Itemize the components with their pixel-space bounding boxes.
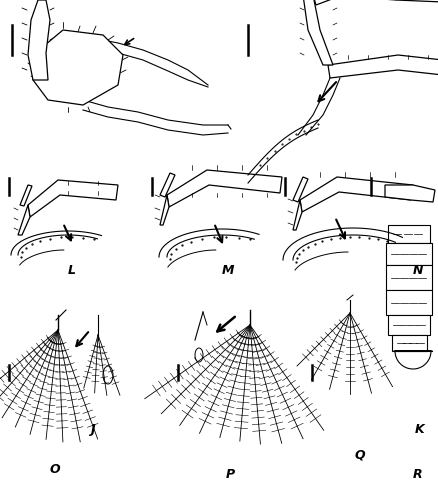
Polygon shape [384, 185, 434, 202]
Bar [391, 335, 426, 351]
Text: J: J [89, 424, 94, 436]
Polygon shape [20, 185, 32, 206]
Bar [385, 243, 431, 265]
Text: M: M [221, 264, 234, 276]
Text: O: O [49, 464, 60, 476]
Polygon shape [302, 0, 332, 65]
Ellipse shape [103, 366, 113, 384]
Text: Q: Q [354, 448, 364, 462]
Polygon shape [292, 200, 301, 230]
Polygon shape [312, 0, 397, 5]
Polygon shape [395, 0, 438, 2]
Polygon shape [28, 0, 50, 80]
Text: R: R [412, 468, 422, 481]
Text: L: L [68, 264, 76, 276]
Text: P: P [225, 468, 234, 481]
Polygon shape [292, 177, 307, 202]
Polygon shape [33, 30, 123, 105]
Polygon shape [159, 195, 169, 225]
Bar [385, 265, 431, 290]
Polygon shape [166, 170, 281, 207]
Text: K: K [414, 424, 424, 436]
Bar [385, 290, 431, 315]
Polygon shape [28, 180, 118, 217]
Ellipse shape [194, 348, 202, 362]
Polygon shape [159, 173, 175, 197]
Text: N: N [412, 264, 422, 276]
Polygon shape [18, 205, 30, 235]
Bar [387, 315, 429, 335]
Bar [387, 225, 429, 243]
Polygon shape [327, 55, 438, 78]
Polygon shape [299, 177, 412, 212]
